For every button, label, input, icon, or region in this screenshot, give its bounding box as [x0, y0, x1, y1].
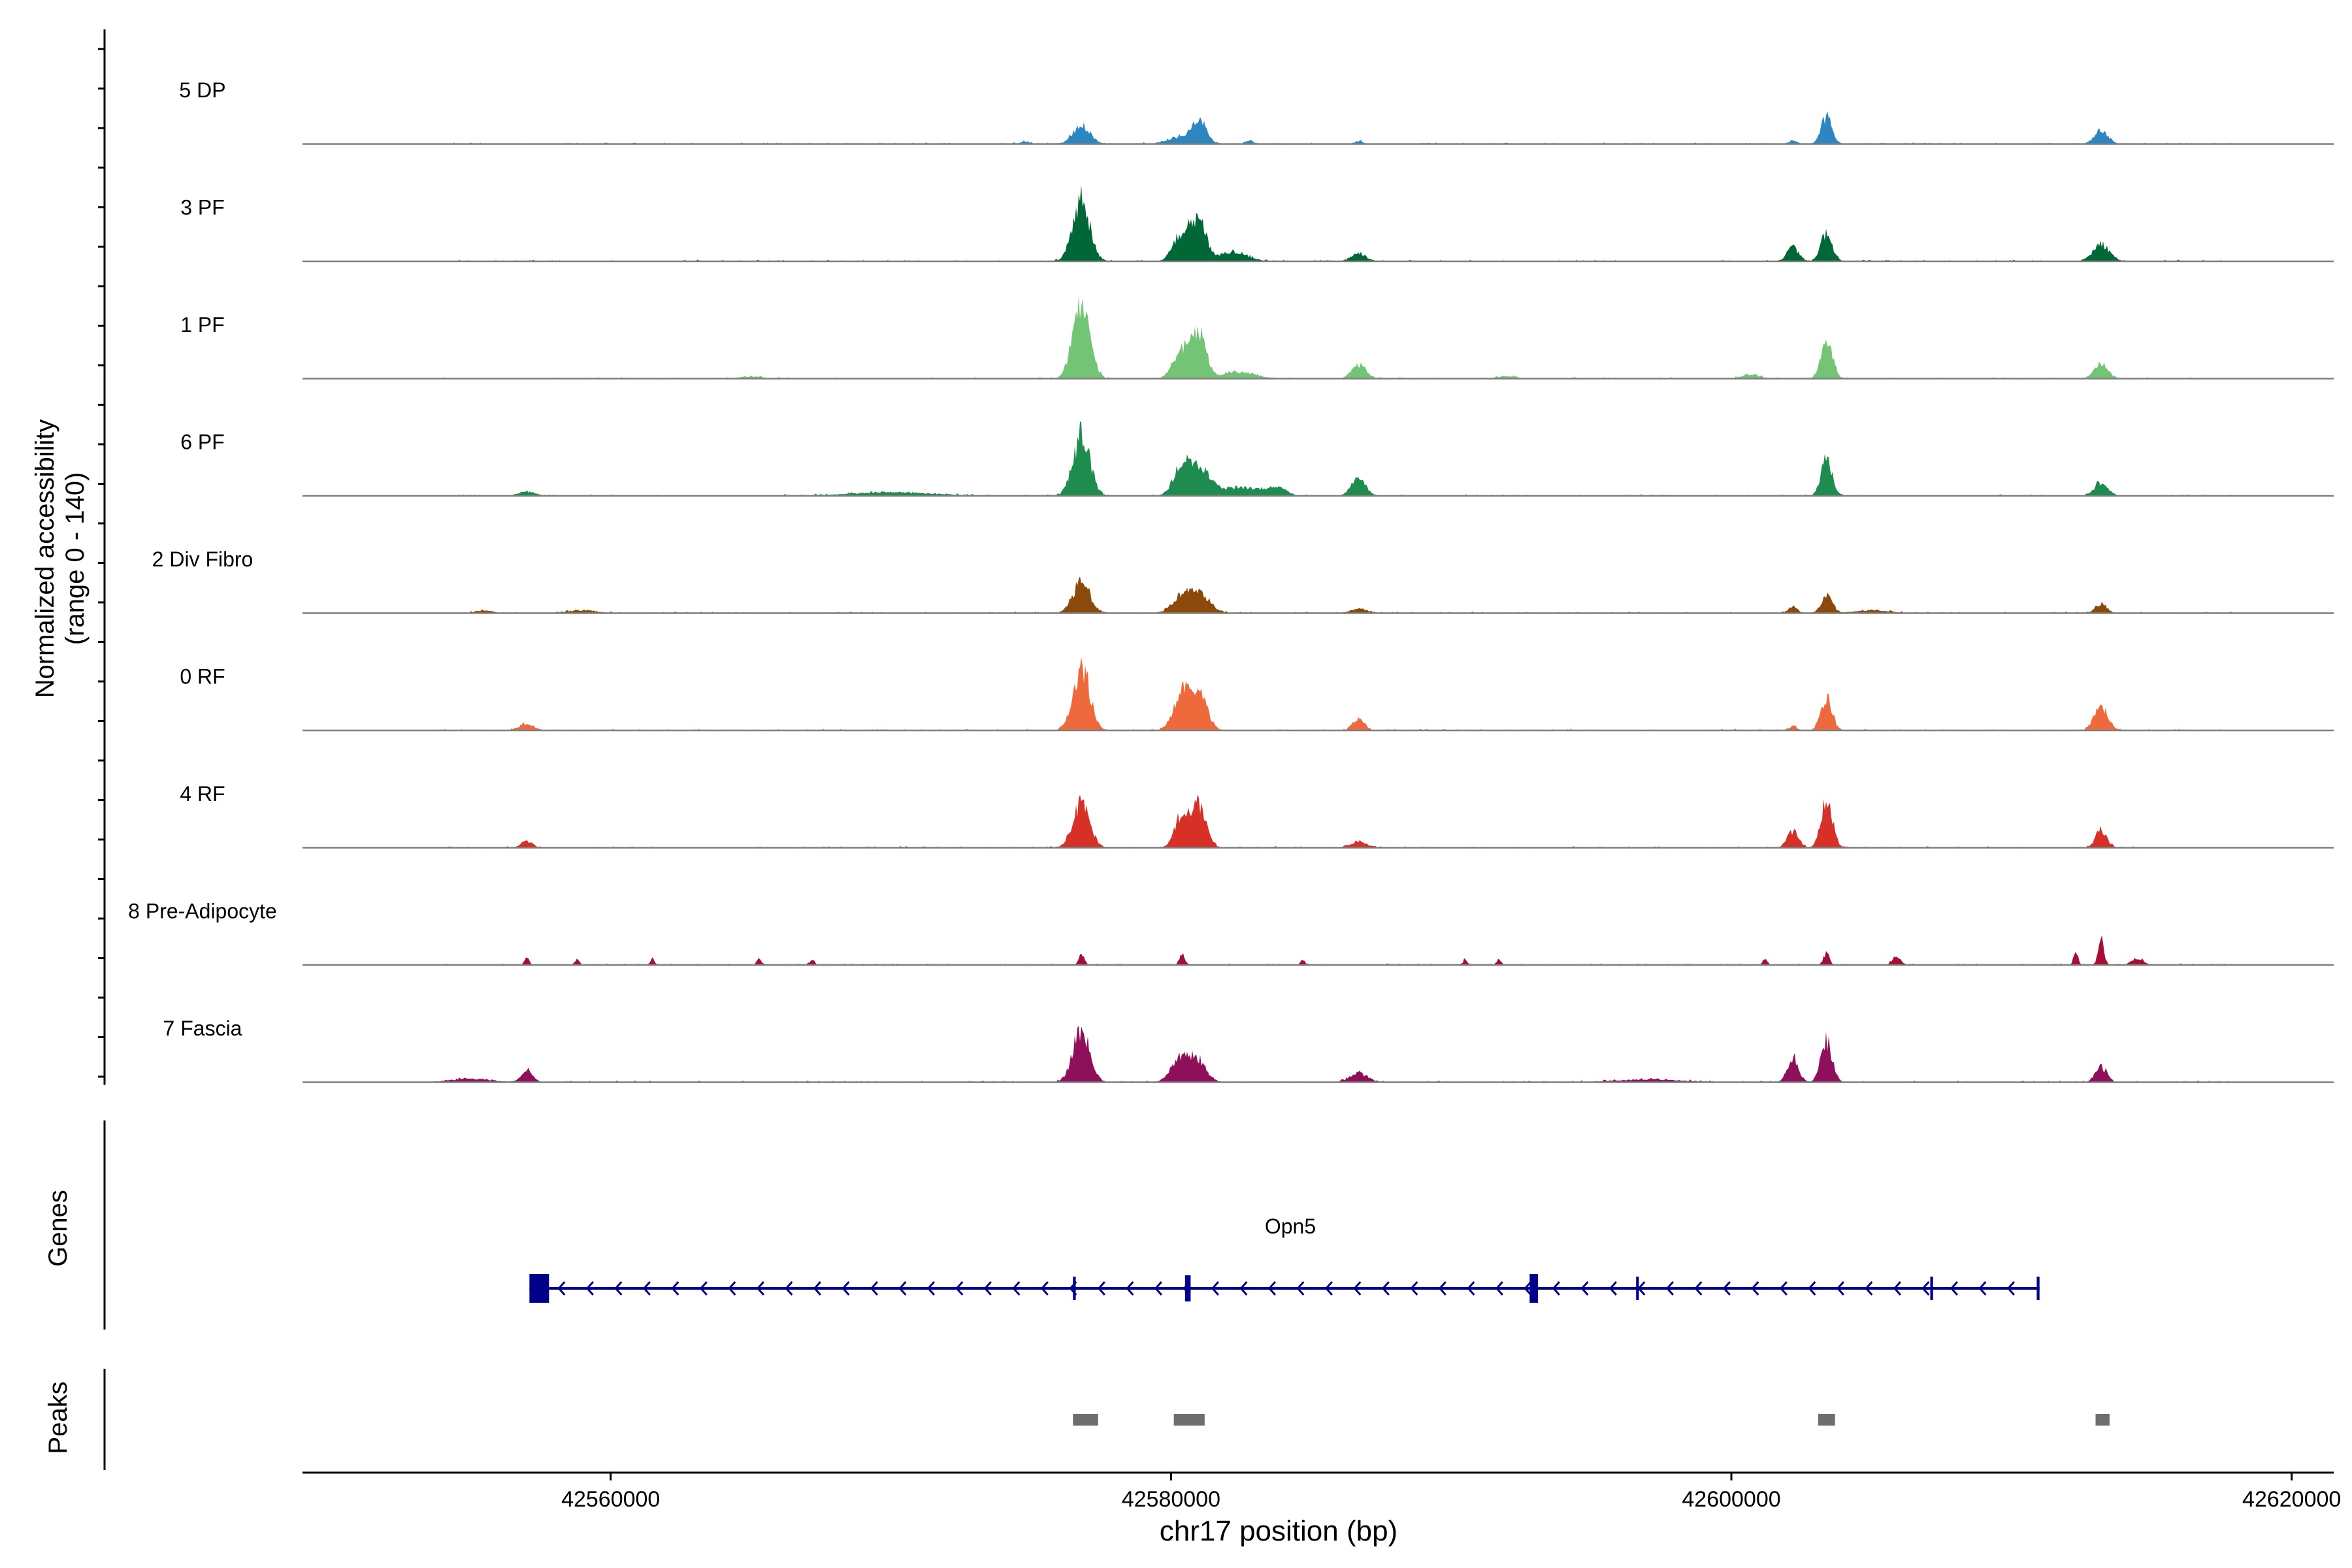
track-8-pre-adipocyte: 8 Pre-Adipocyte [128, 900, 2334, 966]
genes-track [105, 1120, 2040, 1330]
coverage-figure: 5 DP 3 PF 1 PF 6 PF 2 Div Fibro 0 RF 4 RF 8 Pre… [0, 0, 2352, 1568]
exon [2036, 1277, 2039, 1300]
y-axis-label-line2: (range 0 - 140) [61, 472, 90, 645]
coverage-area [302, 657, 2334, 730]
track-0-rf: 0 RF [180, 657, 2334, 730]
exon [1636, 1277, 1639, 1300]
track-3-pf: 3 PF [180, 186, 2334, 262]
track-2-div-fibro: 2 Div Fibro [152, 547, 2334, 613]
coverage-area [302, 936, 2334, 965]
track-label: 0 RF [180, 665, 225, 689]
track-label: 8 Pre-Adipocyte [128, 900, 277, 923]
x-axis-label: chr17 position (bp) [1160, 1515, 1397, 1547]
exon [1073, 1277, 1075, 1300]
x-axis: 42560000 42580000 42600000 42620000 [302, 1473, 2341, 1512]
coverage-area [302, 296, 2334, 379]
coverage-tracks: 5 DP 3 PF 1 PF 6 PF 2 Div Fibro 0 RF 4 RF 8 Pre… [128, 78, 2334, 1083]
peak-region [1073, 1414, 1098, 1426]
peaks-track-label: Peaks [44, 1381, 73, 1454]
track-label: 4 RF [180, 782, 225, 806]
track-label: 5 DP [179, 78, 225, 102]
x-tick-label: 42620000 [2242, 1487, 2341, 1512]
exon [1930, 1277, 1933, 1300]
track-label: 1 PF [180, 313, 225, 336]
peak-region [1174, 1414, 1205, 1426]
track-1-pf: 1 PF [180, 296, 2334, 379]
peaks-track [105, 1369, 2110, 1470]
track-6-pf: 6 PF [180, 421, 2334, 496]
track-label: 3 PF [180, 196, 225, 220]
coverage-area [302, 794, 2334, 847]
coverage-area [302, 186, 2334, 262]
y-axis-label-line1: Normalized accessibility [31, 419, 59, 698]
x-tick-label: 42580000 [1122, 1487, 1220, 1512]
gene-name-label: Opn5 [1265, 1215, 1316, 1238]
coverage-area [302, 1026, 2334, 1082]
track-7-fascia: 7 Fascia [163, 1017, 2334, 1083]
peak-region [1818, 1414, 1835, 1426]
track-label: 7 Fascia [163, 1017, 242, 1040]
left-y-axis [98, 29, 105, 1085]
coverage-area [302, 576, 2334, 613]
exon [529, 1274, 549, 1303]
genes-track-label: Genes [44, 1190, 73, 1267]
coverage-area [302, 111, 2334, 144]
peak-region [2095, 1414, 2109, 1426]
exon [1185, 1275, 1191, 1301]
coverage-area [302, 421, 2334, 496]
track-4-rf: 4 RF [180, 782, 2334, 848]
x-tick-label: 42600000 [1682, 1487, 1780, 1512]
track-5-dp: 5 DP [179, 78, 2334, 144]
track-label: 6 PF [180, 431, 225, 454]
x-tick-label: 42560000 [561, 1487, 660, 1512]
track-label: 2 Div Fibro [152, 547, 253, 571]
exon [1529, 1274, 1538, 1303]
